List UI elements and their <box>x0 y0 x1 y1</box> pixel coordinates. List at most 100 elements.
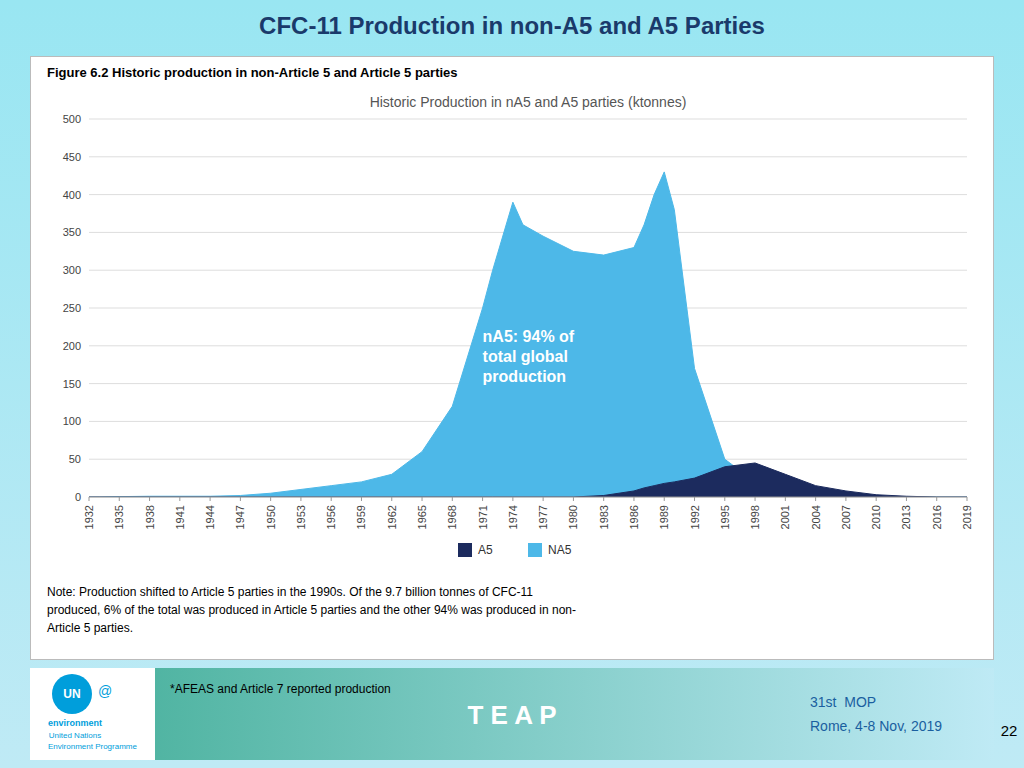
x-tick-label: 1992 <box>689 505 701 529</box>
x-tick <box>573 497 574 501</box>
x-tick <box>785 497 786 501</box>
logo-text: Environment Programme <box>30 742 155 751</box>
footer-bar: UN @ environment United Nations Environment … <box>30 668 994 760</box>
area-line <box>89 172 967 497</box>
x-tick <box>179 497 180 501</box>
x-tick-label: 2016 <box>931 505 943 529</box>
x-tick <box>694 497 695 501</box>
x-tick <box>119 497 120 501</box>
x-tick-label: 1986 <box>628 505 640 529</box>
x-tick-label: 1971 <box>477 505 489 529</box>
x-tick <box>724 497 725 501</box>
x-tick <box>482 497 483 501</box>
x-tick <box>512 497 513 501</box>
x-tick <box>270 497 271 501</box>
figure-label: Figure 6.2 Historic production in non-Ar… <box>47 65 458 80</box>
x-tick-label: 1983 <box>598 505 610 529</box>
x-axis-line <box>89 497 967 498</box>
x-tick <box>422 497 423 501</box>
x-tick-label: 1968 <box>446 505 458 529</box>
x-tick-label: 1953 <box>295 505 307 529</box>
x-tick <box>936 497 937 501</box>
x-tick-label: 1974 <box>507 505 519 529</box>
logo-text: environment <box>30 718 120 728</box>
x-tick-label: 1935 <box>113 505 125 529</box>
y-tick-label: 250 <box>63 302 81 314</box>
x-tick <box>89 497 90 501</box>
x-tick <box>876 497 877 501</box>
x-tick <box>210 497 211 501</box>
x-tick <box>967 497 968 501</box>
x-tick-label: 1941 <box>174 505 186 529</box>
grid-line <box>89 497 967 498</box>
y-tick-label: 200 <box>63 340 81 352</box>
annotation-line: total global <box>483 348 568 365</box>
x-tick <box>543 497 544 501</box>
x-tick-label: 1965 <box>416 505 428 529</box>
y-tick-label: 400 <box>63 189 81 201</box>
page-number: 22 <box>996 722 1022 739</box>
footer-left-text: *AFEAS and Article 7 reported production <box>170 682 391 696</box>
note-text: Note: Production shifted to Article 5 pa… <box>47 583 576 637</box>
grid-line <box>89 119 967 120</box>
x-tick-label: 2010 <box>870 505 882 529</box>
annotation-line: production <box>483 368 567 385</box>
x-tick-label: 1956 <box>325 505 337 529</box>
y-tick-label: 300 <box>63 264 81 276</box>
x-tick-label: 1947 <box>234 505 246 529</box>
x-tick <box>633 497 634 501</box>
y-tick-label: 350 <box>63 226 81 238</box>
annotation-line: nA5: 94% of <box>483 328 575 345</box>
legend-swatch <box>458 543 472 557</box>
legend-swatch <box>528 543 542 557</box>
annotation: nA5: 94% of total global production <box>483 328 575 385</box>
x-tick-label: 2007 <box>840 505 852 529</box>
logo-icon: @ <box>98 683 112 699</box>
footer-right-text: Rome, 4-8 Nov, 2019 <box>810 718 942 734</box>
y-tick-label: 0 <box>75 491 81 503</box>
plot-area <box>89 172 967 497</box>
y-tick-label: 50 <box>69 453 81 465</box>
chart: Historic Production in nA5 and A5 partie… <box>39 87 987 577</box>
x-tick <box>906 497 907 501</box>
x-tick <box>300 497 301 501</box>
x-tick-label: 1980 <box>567 505 579 529</box>
x-tick-label: 1995 <box>719 505 731 529</box>
footer-right-text: 31st MOP <box>810 694 876 710</box>
x-tick-label: 1989 <box>658 505 670 529</box>
x-tick-label: 1962 <box>386 505 398 529</box>
x-tick-label: 1950 <box>265 505 277 529</box>
x-tick <box>452 497 453 501</box>
legend-label: NA5 <box>548 543 572 557</box>
y-tick-label: 500 <box>63 113 81 125</box>
logo-circle: UN <box>52 674 92 714</box>
x-tick <box>815 497 816 501</box>
x-tick-label: 1938 <box>144 505 156 529</box>
x-tick-label: 2019 <box>961 505 973 529</box>
y-tick-label: 150 <box>63 378 81 390</box>
x-tick <box>149 497 150 501</box>
x-tick <box>755 497 756 501</box>
grid-line <box>89 194 967 195</box>
x-tick-label: 1977 <box>537 505 549 529</box>
x-tick <box>240 497 241 501</box>
grid-line <box>89 156 967 157</box>
content-panel: Figure 6.2 Historic production in non-Ar… <box>30 56 994 660</box>
page-title: CFC-11 Production in non-A5 and A5 Parti… <box>0 12 1024 40</box>
x-tick <box>391 497 392 501</box>
area-line <box>89 463 967 497</box>
area-fill <box>89 463 967 497</box>
x-tick <box>664 497 665 501</box>
x-tick <box>361 497 362 501</box>
logo-block: UN @ environment United Nations Environment … <box>30 668 155 760</box>
x-tick-label: 1959 <box>355 505 367 529</box>
y-tick-label: 450 <box>63 151 81 163</box>
x-tick <box>331 497 332 501</box>
x-tick-label: 2001 <box>779 505 791 529</box>
x-tick-label: 1932 <box>83 505 95 529</box>
x-tick-label: 1998 <box>749 505 761 529</box>
chart-title: Historic Production in nA5 and A5 partie… <box>370 94 687 110</box>
x-tick-label: 1944 <box>204 505 216 529</box>
logo-text: United Nations <box>30 731 120 740</box>
y-tick-label: 100 <box>63 415 81 427</box>
